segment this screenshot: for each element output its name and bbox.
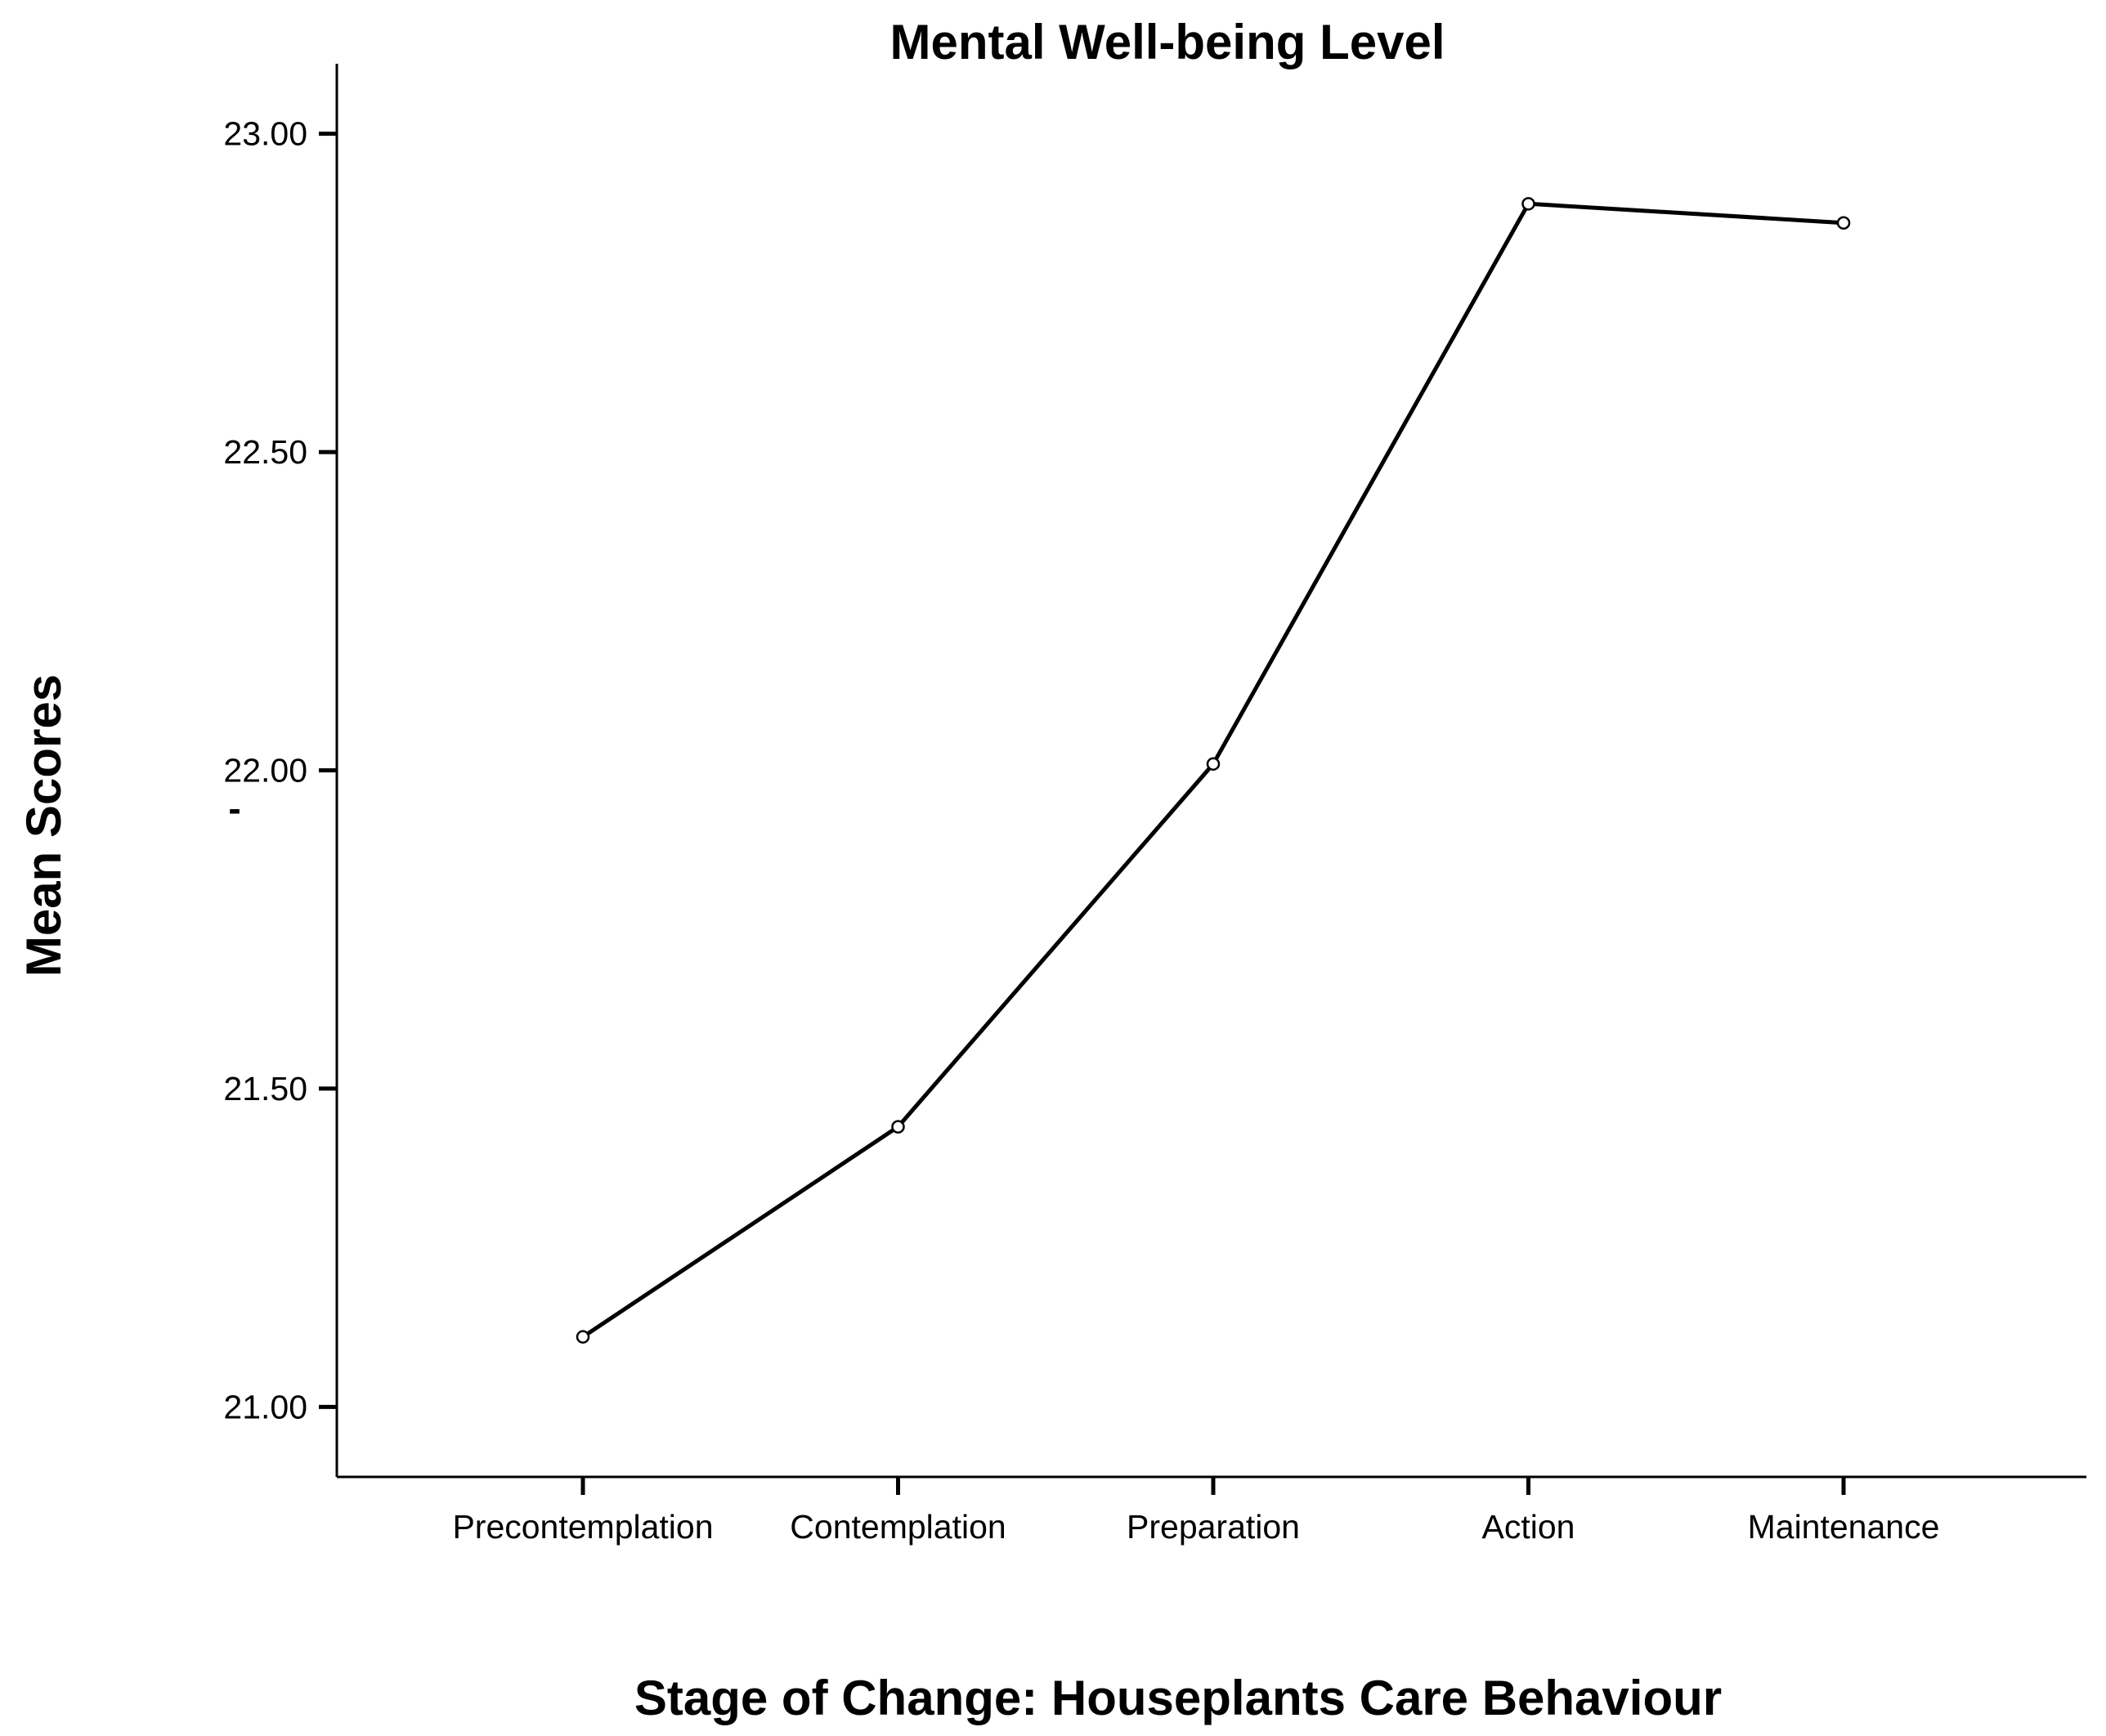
y-tick-label: 22.00 <box>223 752 307 790</box>
y-tick-label: 22.50 <box>223 433 307 471</box>
data-point <box>1836 216 1851 230</box>
x-tick-label: Precontemplation <box>452 1508 713 1546</box>
x-tick-label: Contemplation <box>790 1508 1006 1546</box>
data-point <box>891 1120 905 1134</box>
x-tick-label: Preparation <box>1127 1508 1300 1546</box>
data-point <box>1521 197 1535 211</box>
x-tick-label: Action <box>1482 1508 1575 1546</box>
y-tick-label: 21.50 <box>223 1070 307 1107</box>
y-tick-label: 23.00 <box>223 115 307 153</box>
x-axis-ticks: Precontemplation Contemplation Preparation… <box>452 1477 1939 1546</box>
chart-title: Mental Well-being Level <box>889 15 1445 69</box>
x-tick-label: Maintenance <box>1748 1508 1940 1546</box>
y-tick-label: 21.00 <box>223 1388 307 1425</box>
stray-mark: - <box>228 787 240 830</box>
data-markers <box>576 197 1851 1344</box>
data-point <box>576 1330 590 1344</box>
y-axis-title: Mean Scores <box>16 674 71 977</box>
data-point <box>1206 757 1221 771</box>
y-axis-ticks: 21.00 21.50 22.00 22.50 23.00 <box>223 115 337 1425</box>
x-axis-title: Stage of Change: Houseplants Care Behavi… <box>634 1671 1722 1725</box>
